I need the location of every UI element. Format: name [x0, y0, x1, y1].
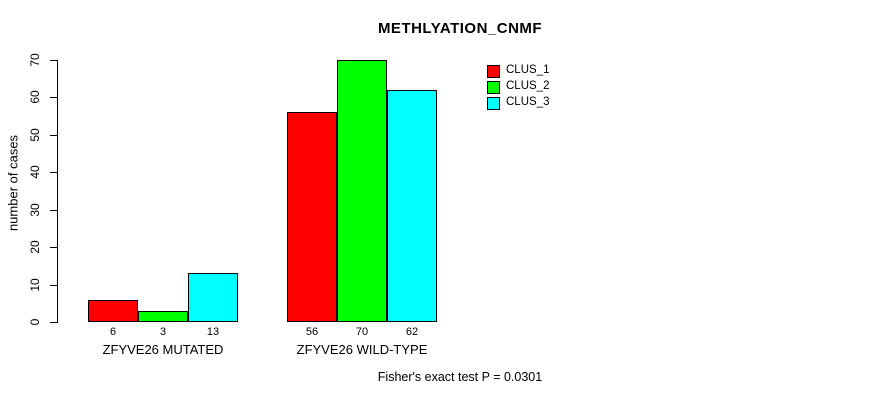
legend-label: CLUS_1 — [506, 64, 550, 77]
bar — [387, 89, 437, 322]
y-tick — [50, 209, 57, 211]
y-tick-label: 40 — [28, 165, 42, 179]
legend-swatch — [487, 96, 500, 110]
legend: CLUS_1 CLUS_2 CLUS_3 — [487, 63, 549, 111]
chart-title: METHLYATION_CNMF — [377, 20, 543, 37]
y-tick-label: 60 — [28, 90, 42, 105]
bar-value-label: 13 — [206, 326, 220, 338]
y-tick-label: 0 — [28, 318, 42, 326]
y-tick — [50, 247, 57, 249]
y-tick-label: 10 — [28, 277, 42, 292]
bar-value-label: 6 — [109, 326, 117, 338]
bar-value-label: 70 — [355, 326, 369, 338]
x-category-label: ZFYVE26 MUTATED — [102, 342, 224, 357]
legend-item: CLUS_3 — [487, 95, 549, 111]
bar-value-label: 56 — [305, 326, 319, 338]
annotation-text: Fisher's exact test P = 0.0301 — [377, 370, 543, 384]
y-tick-label: 20 — [28, 240, 42, 254]
bar — [138, 310, 188, 322]
bar-value-label: 62 — [405, 326, 419, 338]
y-tick — [50, 60, 57, 61]
y-axis-line — [57, 60, 58, 323]
y-tick-label: 30 — [28, 203, 42, 217]
bar — [88, 299, 138, 322]
y-tick — [50, 322, 57, 323]
bar-value-label: 3 — [159, 326, 167, 338]
y-tick — [50, 134, 57, 136]
y-tick — [50, 172, 57, 174]
legend-label: CLUS_2 — [506, 80, 550, 93]
legend-item: CLUS_1 — [487, 63, 549, 79]
bar — [337, 60, 387, 322]
legend-swatch — [487, 80, 500, 94]
y-tick-label: 50 — [28, 128, 42, 142]
x-category-label: ZFYVE26 WILD-TYPE — [296, 342, 428, 357]
legend-swatch — [487, 64, 500, 78]
y-tick-label: 70 — [28, 53, 42, 67]
bar — [287, 112, 337, 322]
legend-item: CLUS_2 — [487, 79, 549, 95]
y-tick — [50, 284, 57, 286]
bar — [188, 273, 238, 322]
y-tick — [50, 97, 57, 99]
legend-label: CLUS_3 — [506, 96, 550, 109]
